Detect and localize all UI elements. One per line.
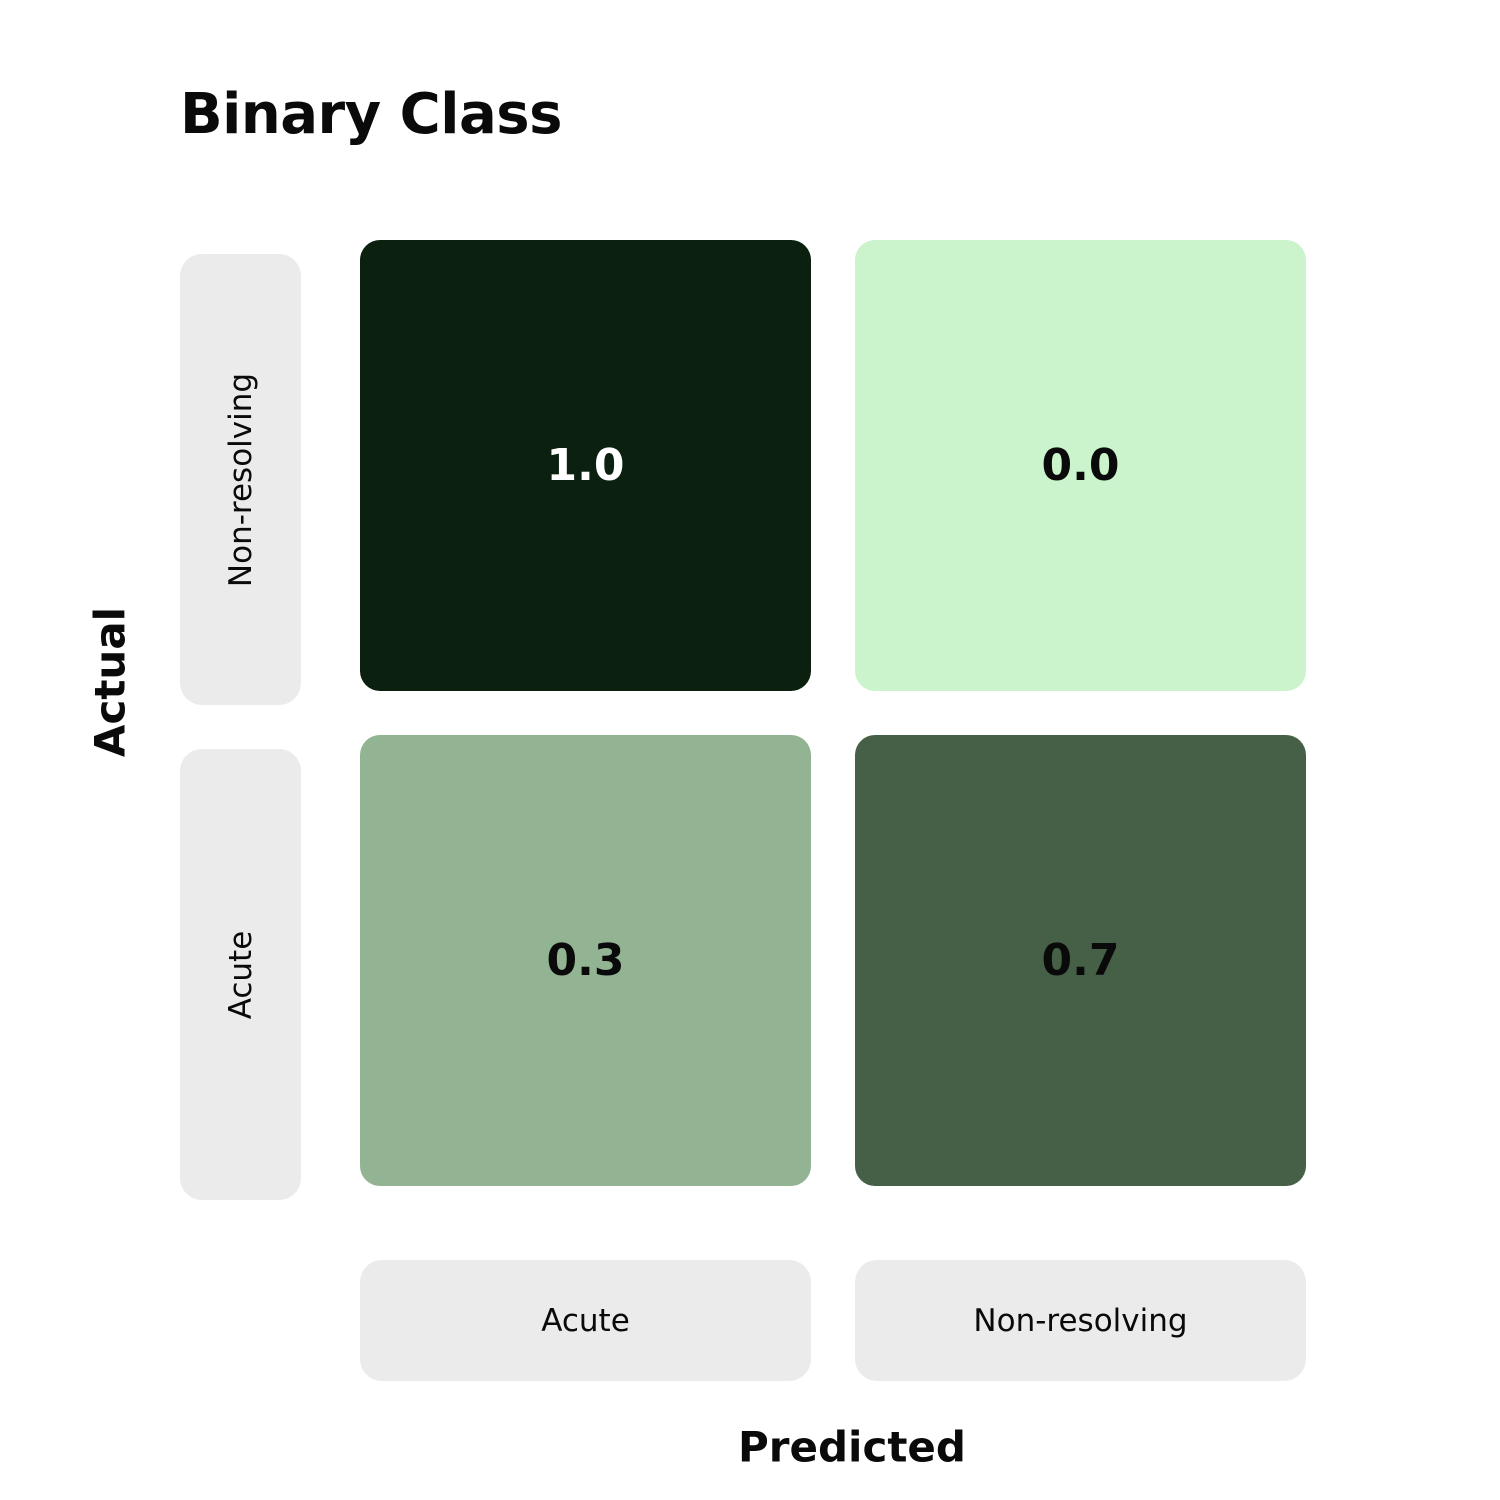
heatmap-cell-r1-c1: 0.7 — [855, 735, 1306, 1186]
heatmap-cell-r0-c0: 1.0 — [360, 240, 811, 691]
cell-value-label: 0.3 — [546, 935, 625, 986]
row-label-text: Acute — [222, 930, 259, 1019]
cell-value-label: 1.0 — [546, 440, 625, 491]
heatmap-cell-r1-c0: 0.3 — [360, 735, 811, 1186]
column-label-acute: Acute — [360, 1260, 811, 1381]
row-label-non-resolving: Non-resolving — [180, 254, 301, 705]
cell-value-label: 0.0 — [1041, 440, 1120, 491]
row-label-acute: Acute — [180, 749, 301, 1200]
x-axis-title: Predicted — [738, 1422, 966, 1472]
chart-title: Binary Class — [180, 82, 562, 147]
cell-value-label: 0.7 — [1041, 935, 1120, 986]
row-label-text: Non-resolving — [222, 372, 259, 587]
column-label-non-resolving: Non-resolving — [855, 1260, 1306, 1381]
y-axis-title: Actual — [85, 606, 135, 758]
heatmap-cell-r0-c1: 0.0 — [855, 240, 1306, 691]
